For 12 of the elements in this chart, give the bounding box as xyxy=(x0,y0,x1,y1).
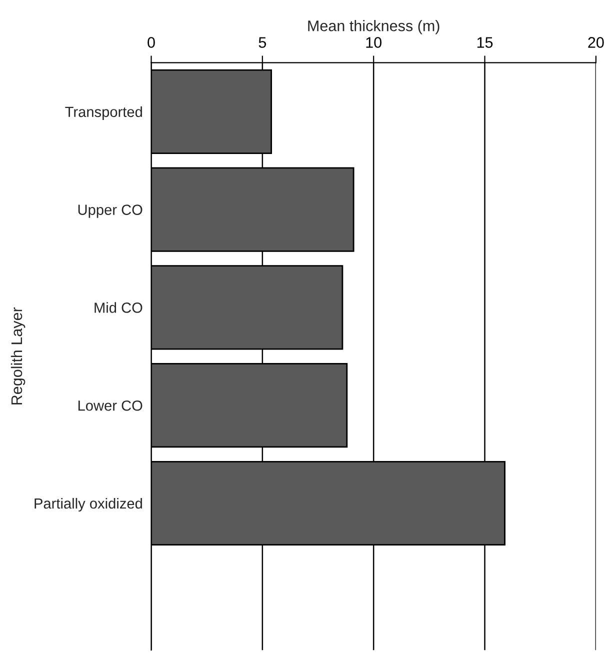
x-tick-label: 15 xyxy=(477,37,493,48)
y-tick-label: Lower CO xyxy=(78,400,142,411)
y-tick-label: Transported xyxy=(65,106,142,120)
x-tick-label: 0 xyxy=(148,37,155,48)
y-tick-label: Partially oxidized xyxy=(34,498,142,512)
y-tick-label: Upper CO xyxy=(78,204,142,218)
x-axis-title: Mean thickness (m) xyxy=(308,20,440,34)
x-tick-label: 5 xyxy=(258,37,266,48)
y-axis-title: Regolith Layer xyxy=(10,307,26,404)
x-tick-label: 20 xyxy=(588,37,604,48)
y-tick-label: Mid CO xyxy=(94,302,142,313)
x-tick-label: 10 xyxy=(366,37,382,48)
